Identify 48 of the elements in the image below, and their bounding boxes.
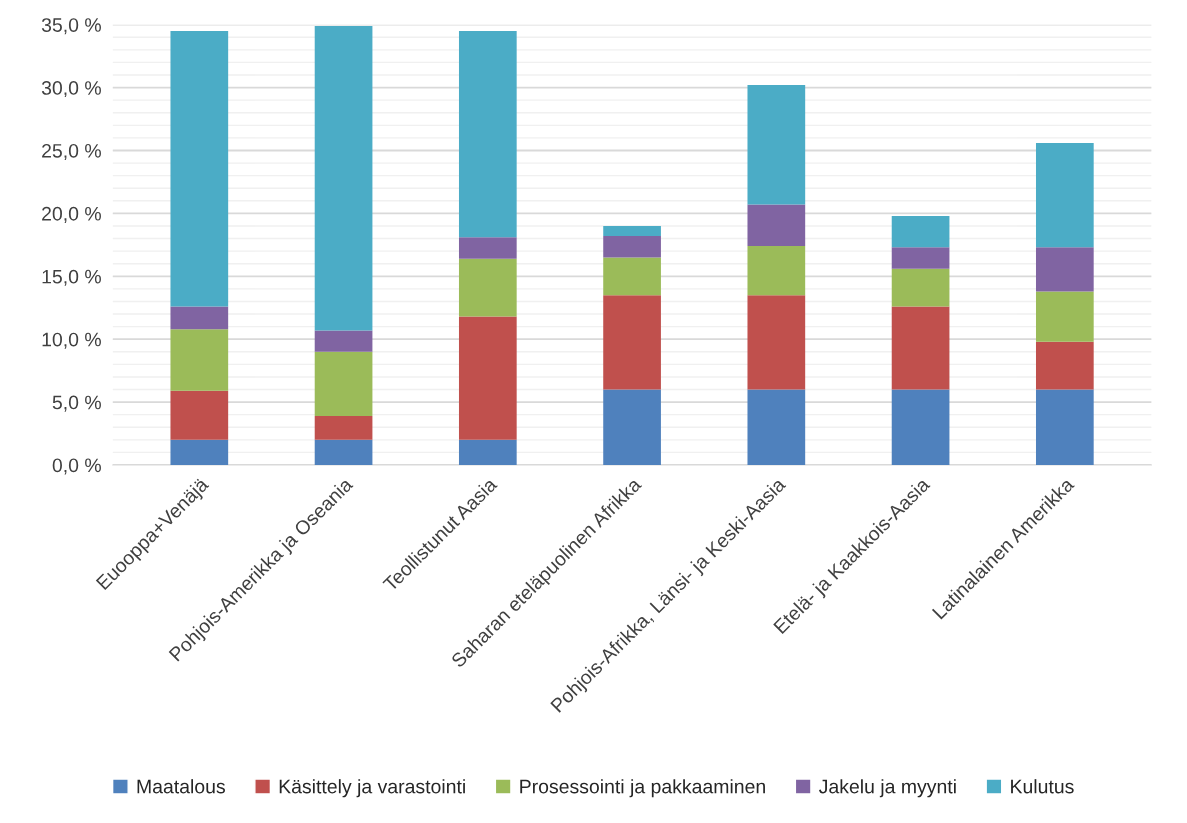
bar [458, 30, 517, 238]
bar [170, 439, 229, 465]
bar [458, 316, 517, 440]
bar [603, 295, 661, 390]
legend-label: Käsittely ja varastointi [279, 779, 465, 798]
bar [747, 85, 806, 205]
bar [1035, 389, 1094, 465]
y-tick-label: 30,0 % [41, 81, 101, 98]
bar [314, 25, 373, 331]
bar [891, 268, 950, 307]
bar [1035, 247, 1094, 292]
bar [891, 215, 950, 248]
y-tick-label: 5,0 % [52, 395, 101, 412]
bar [170, 30, 229, 307]
y-tick-label: 25,0 % [42, 143, 101, 161]
legend-label: Prosessointi ja pakkaaminen [520, 779, 765, 798]
bar [1035, 142, 1094, 248]
bar [1035, 291, 1094, 342]
bar [170, 306, 229, 330]
y-tick-label: 35,0 % [41, 18, 101, 35]
bar [747, 389, 806, 465]
bar [747, 246, 806, 296]
bar [314, 439, 373, 465]
bar [314, 415, 373, 440]
y-tick-label: 20,0 % [42, 206, 101, 223]
bar [314, 330, 373, 352]
y-tick-label: 10,0 % [42, 332, 101, 349]
bar [170, 390, 229, 440]
bar [891, 389, 950, 465]
bar [603, 389, 661, 465]
bar [747, 204, 806, 247]
bar [314, 351, 373, 416]
bar [891, 306, 950, 390]
bar [603, 225, 661, 237]
legend-label: Kulutus [1011, 779, 1074, 794]
bar [458, 258, 517, 317]
bar [891, 247, 950, 269]
bar [458, 237, 517, 259]
bar [458, 439, 517, 465]
bar [603, 257, 661, 296]
bar [747, 295, 806, 390]
y-tick-label: 15,0 % [42, 269, 101, 286]
legend-label: Maatalous [137, 779, 225, 794]
bar [1035, 341, 1094, 390]
legend-label: Jakelu ja myynti [819, 779, 956, 798]
bar [170, 329, 229, 391]
y-tick-label: 0,0 % [52, 458, 101, 475]
bar [603, 236, 661, 258]
